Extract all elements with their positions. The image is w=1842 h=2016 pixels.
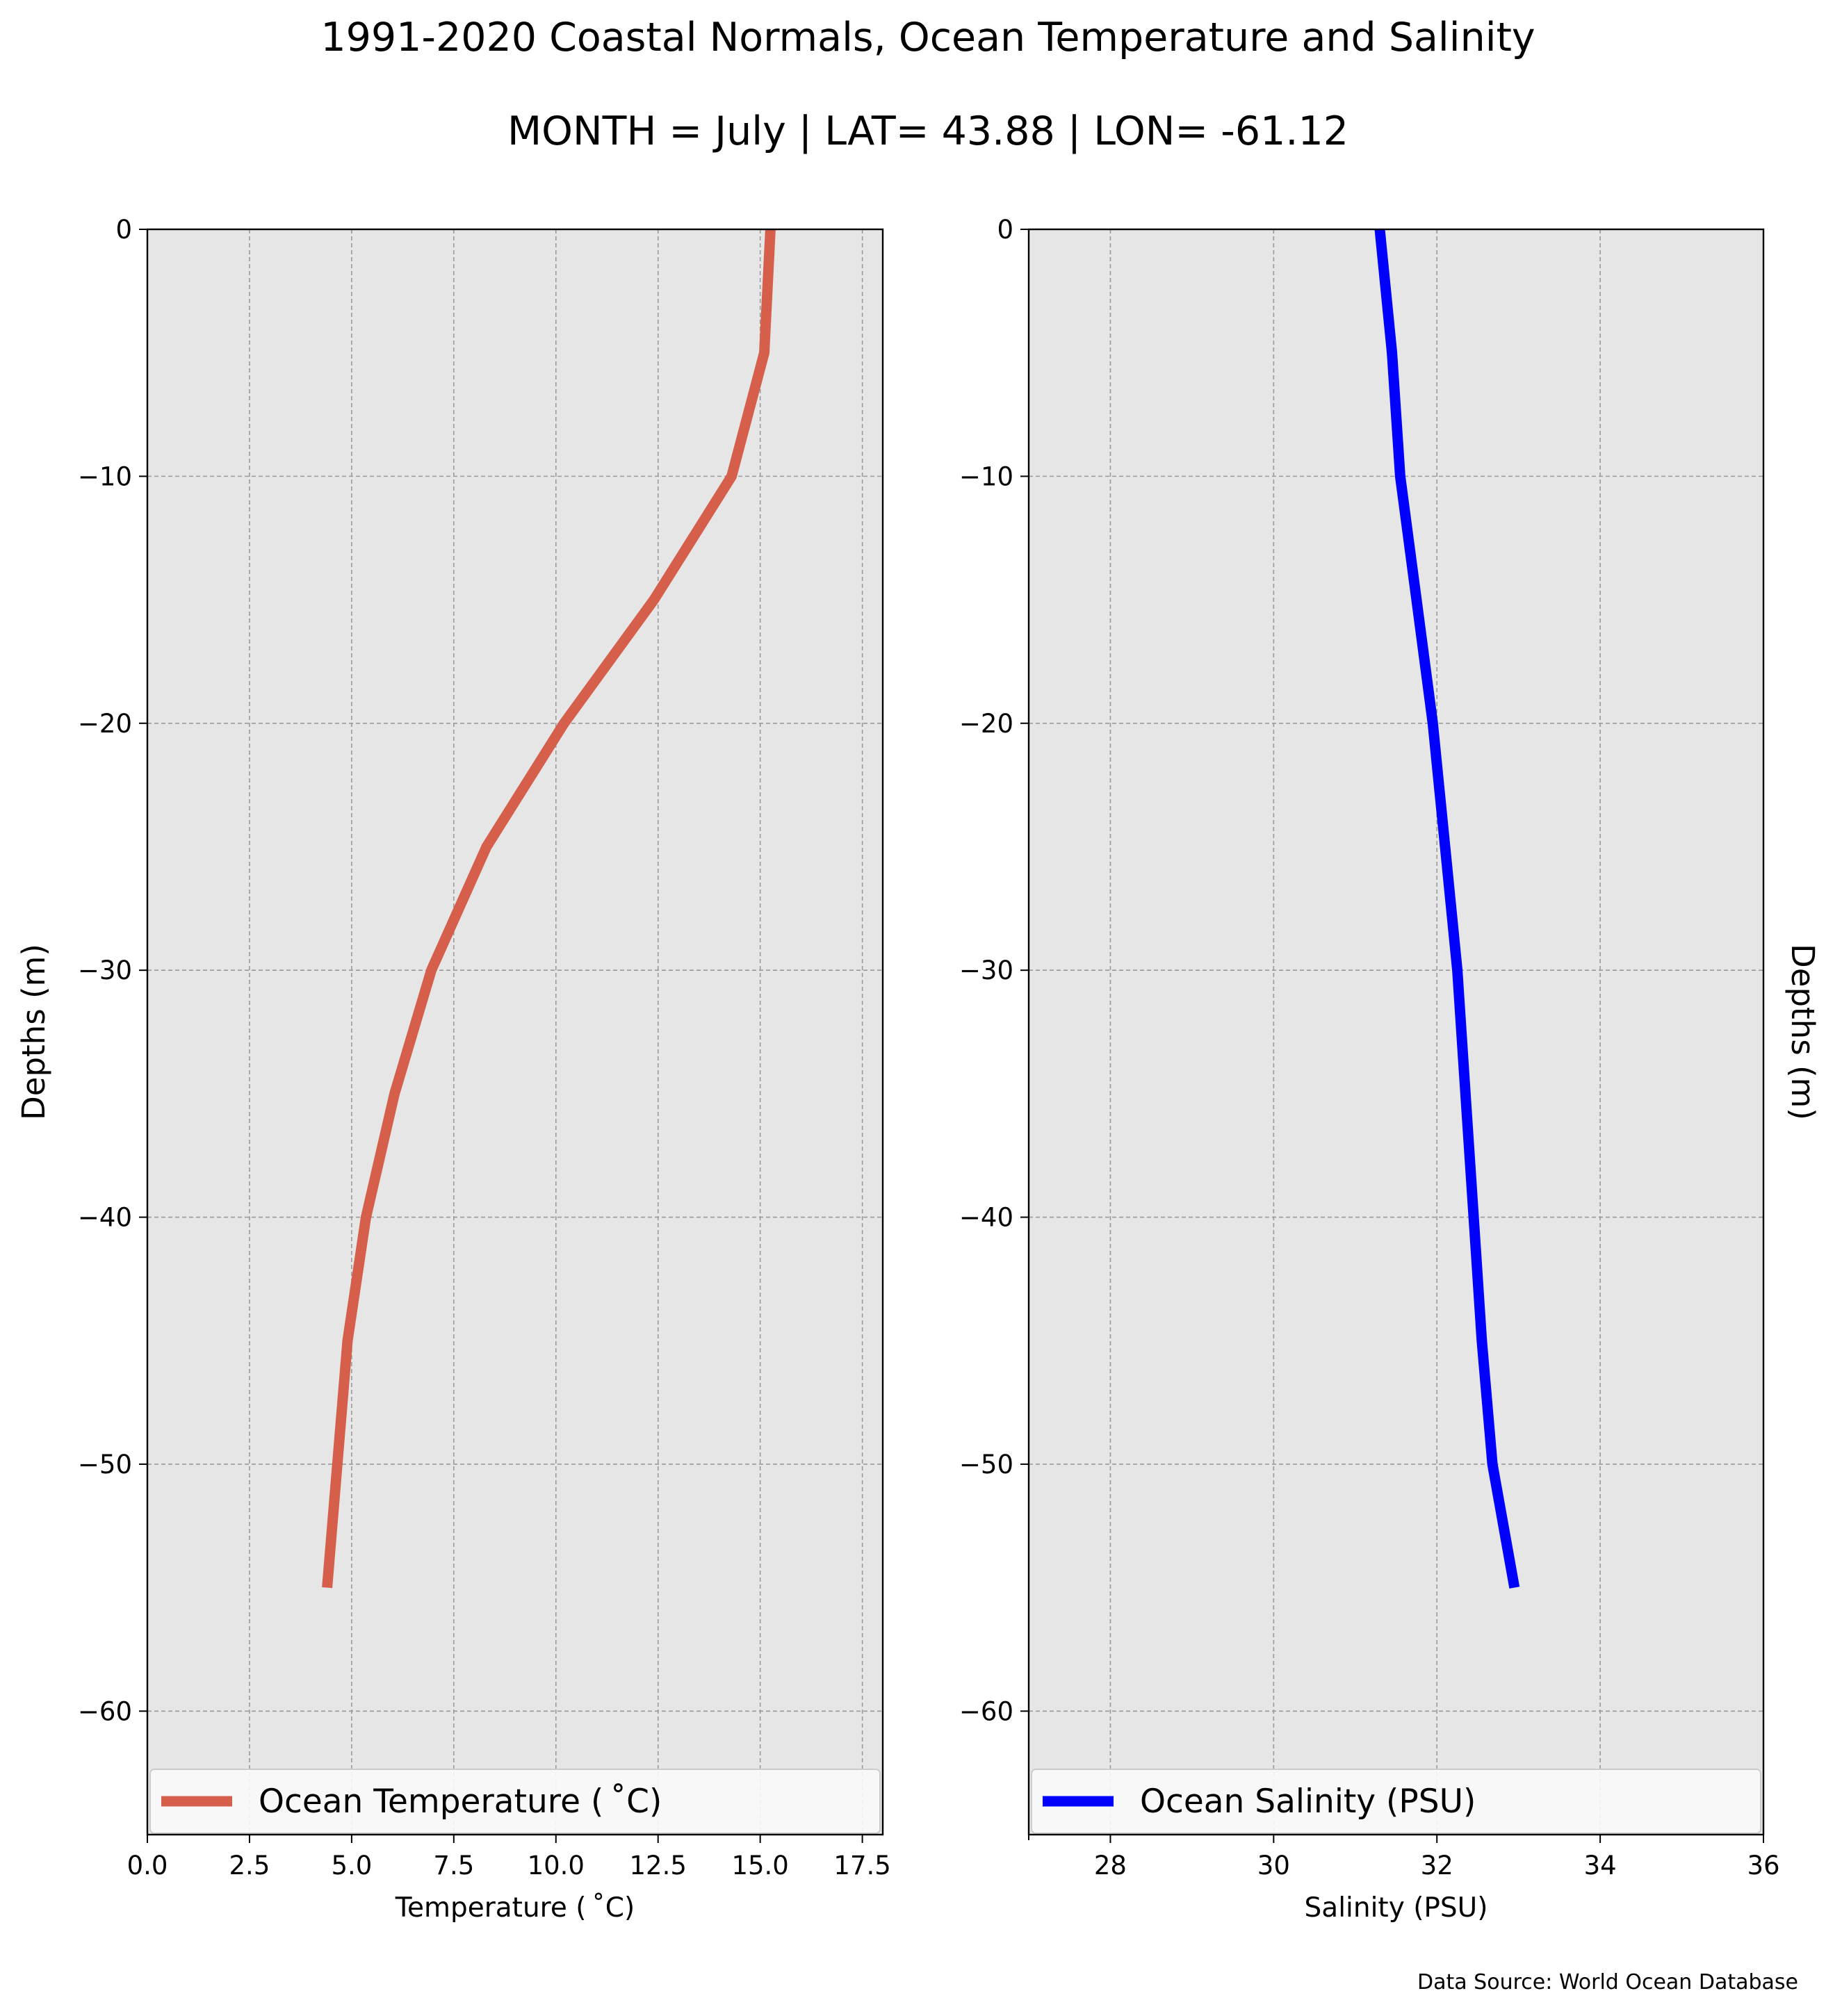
salinity-xtick-label-2: 32 — [1421, 1851, 1453, 1880]
salinity-panel: Ocean Salinity (PSU) 28 30 32 34 36 0 −10 −20 −30… — [959, 215, 1821, 1924]
temperature-xtick-label-5: 12.5 — [630, 1851, 687, 1880]
temperature-series-line-0 — [322, 229, 776, 1589]
salinity-xaxis-label: Salinity (PSU) — [1305, 1892, 1488, 1924]
temperature-ytick-label-6: −60 — [78, 1696, 132, 1726]
salinity-ytick-label-6: −60 — [959, 1696, 1013, 1726]
temperature-yaxis-label: Depths (m) — [15, 944, 52, 1120]
salinity-ytick-label-3: −30 — [959, 956, 1013, 985]
temperature-legend-label-0: Ocean Temperature ( ˚C) — [259, 1783, 662, 1821]
temperature-xaxis-label: Temperature ( ˚C) — [395, 1892, 635, 1924]
temperature-axes-frame — [146, 228, 884, 1836]
salinity-ytick-label-4: −40 — [959, 1203, 1013, 1233]
salinity-ytick-label-5: −50 — [959, 1450, 1013, 1480]
salinity-xtick-label-3: 34 — [1584, 1851, 1617, 1880]
salinity-plot-area — [1029, 229, 1763, 1835]
temperature-panel: Ocean Temperature ( ˚C) 0.0 2.5 5.0 7.5 10.0 1… — [15, 215, 891, 1924]
temperature-xtick-label-6: 15.0 — [731, 1851, 788, 1880]
salinity-axes-frame — [1027, 228, 1765, 1836]
salinity-xtick-label-1: 30 — [1257, 1851, 1290, 1880]
temperature-xtick-label-0: 0.0 — [127, 1851, 168, 1880]
panels: Ocean Temperature ( ˚C) 0.0 2.5 5.0 7.5 10.0 1… — [15, 215, 1821, 1924]
temperature-ytick-label-2: −20 — [78, 709, 132, 739]
salinity-yaxis-label: Depths (m) — [1784, 944, 1821, 1120]
chart-title: 1991-2020 Coastal Normals, Ocean Tempera… — [320, 15, 1535, 60]
temperature-ytick-label-1: −10 — [78, 461, 132, 491]
temperature-xtick-label-7: 17.5 — [833, 1851, 890, 1880]
chart-subtitle: MONTH = July | LAT= 43.88 | LON= -61.12 — [507, 108, 1348, 154]
temperature-xtick-label-2: 5.0 — [331, 1851, 372, 1880]
data-source-note: Data Source: World Ocean Database — [1417, 1970, 1798, 1994]
salinity-ytick-label-0: 0 — [997, 215, 1013, 245]
salinity-legend-box — [1031, 1769, 1761, 1834]
temperature-xtick-label-3: 7.5 — [433, 1851, 474, 1880]
temperature-xtick-label-1: 2.5 — [229, 1851, 270, 1880]
salinity-ytick-label-2: −20 — [959, 709, 1013, 739]
temperature-legend-box — [149, 1769, 881, 1834]
temperature-ytick-label-3: −30 — [78, 956, 132, 985]
salinity-xtick-label-4: 36 — [1747, 1851, 1779, 1880]
temperature-ytick-label-0: 0 — [115, 215, 132, 245]
salinity-series-line-0 — [1374, 229, 1520, 1589]
salinity-xtick-label-0: 28 — [1094, 1851, 1127, 1880]
temperature-xtick-label-4: 10.0 — [528, 1851, 585, 1880]
salinity-ytick-label-1: −10 — [959, 461, 1013, 491]
salinity-legend-label-0: Ocean Salinity (PSU) — [1140, 1783, 1476, 1821]
temperature-ytick-label-4: −40 — [78, 1203, 132, 1233]
temperature-ytick-label-5: −50 — [78, 1450, 132, 1480]
temperature-plot-area — [147, 229, 883, 1835]
